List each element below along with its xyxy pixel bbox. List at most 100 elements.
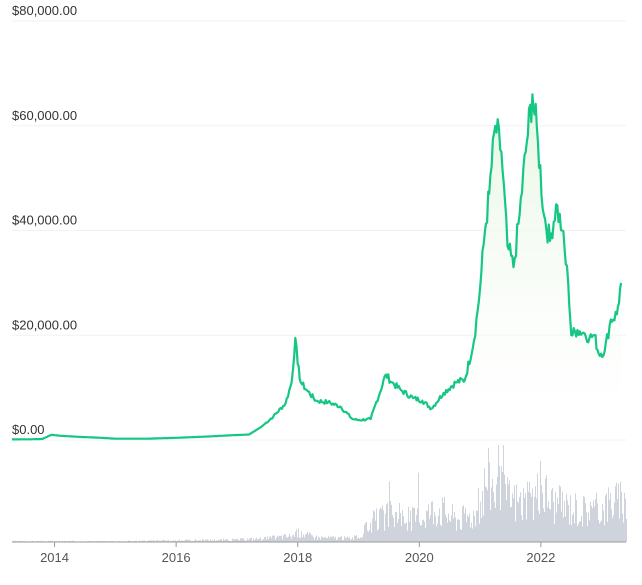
volume-bar bbox=[316, 535, 317, 542]
volume-bar bbox=[282, 539, 283, 542]
volume-bar bbox=[506, 500, 507, 542]
volume-bar bbox=[443, 502, 444, 542]
volume-bar bbox=[560, 486, 561, 542]
volume-bar bbox=[328, 535, 329, 542]
volume-bar bbox=[355, 536, 356, 542]
volume-bar bbox=[187, 539, 188, 542]
volume-bar bbox=[425, 528, 426, 542]
volume-bar bbox=[199, 540, 200, 542]
volume-bar bbox=[237, 539, 238, 542]
volume-bar bbox=[342, 540, 343, 542]
volume-bar bbox=[516, 484, 517, 542]
volume-bar bbox=[396, 511, 397, 542]
volume-bar bbox=[411, 530, 412, 542]
price-line bbox=[12, 93, 623, 441]
volume-bar bbox=[302, 537, 303, 542]
volume-bar bbox=[196, 540, 197, 542]
volume-bar bbox=[442, 497, 443, 542]
volume-bar bbox=[13, 540, 14, 542]
volume-bar bbox=[244, 540, 245, 542]
volume-bar bbox=[493, 492, 494, 542]
volume-bar bbox=[184, 540, 185, 542]
volume-bar bbox=[173, 540, 174, 542]
volume-bar bbox=[170, 540, 171, 542]
volume-bar bbox=[547, 507, 548, 542]
volume-bar bbox=[62, 540, 63, 542]
volume-bar bbox=[617, 499, 618, 542]
y-tick-label: $40,000.00 bbox=[12, 213, 77, 228]
volume-bar bbox=[488, 447, 489, 542]
volume-bar bbox=[357, 538, 358, 542]
volume-bar bbox=[431, 501, 432, 542]
volume-bar bbox=[375, 520, 376, 542]
volume-bar bbox=[205, 539, 206, 542]
volume-bar bbox=[193, 540, 194, 542]
y-axis: $80,000.00 $60,000.00 $40,000.00 $20,000.00… bbox=[12, 3, 77, 437]
volume-bar bbox=[295, 531, 296, 542]
volume-bar bbox=[280, 535, 281, 542]
volume-bar bbox=[367, 530, 368, 542]
volume-bar bbox=[324, 537, 325, 542]
volume-bar bbox=[579, 521, 580, 542]
volume-bar bbox=[399, 502, 400, 542]
volume-bar bbox=[261, 540, 262, 542]
volume-bar bbox=[491, 487, 492, 542]
volume-bar bbox=[468, 516, 469, 542]
volume-bar bbox=[437, 523, 438, 542]
volume-bar bbox=[551, 490, 552, 542]
volume-bar bbox=[304, 537, 305, 542]
volume-bar bbox=[162, 540, 163, 542]
volume-bar bbox=[432, 501, 433, 542]
volume-bar bbox=[286, 537, 287, 542]
volume-bar bbox=[341, 535, 342, 542]
volume-bar bbox=[397, 522, 398, 542]
volume-bar bbox=[220, 539, 221, 542]
volume-bar bbox=[245, 540, 246, 542]
volume-bar bbox=[216, 540, 217, 542]
volume-bar bbox=[189, 539, 190, 542]
volume-bar bbox=[314, 539, 315, 542]
volume-bar bbox=[496, 484, 497, 542]
volume-bar bbox=[15, 540, 16, 542]
volume-bar bbox=[512, 493, 513, 542]
volume-bar bbox=[354, 535, 355, 542]
volume-bar bbox=[423, 519, 424, 542]
volume-bar bbox=[406, 522, 407, 542]
volume-bar bbox=[489, 462, 490, 542]
volume-bar bbox=[300, 537, 301, 542]
volume-bar bbox=[467, 515, 468, 542]
volume-bar bbox=[150, 540, 151, 542]
volume-bar bbox=[511, 506, 512, 542]
volume-bar bbox=[540, 460, 541, 542]
volume-bar bbox=[358, 537, 359, 542]
volume-bar bbox=[407, 530, 408, 542]
volume-bar bbox=[225, 539, 226, 542]
volume-bar bbox=[43, 540, 44, 542]
volume-bar bbox=[578, 523, 579, 542]
volume-bar bbox=[321, 536, 322, 542]
volume-bar bbox=[538, 510, 539, 542]
volume-bar bbox=[445, 515, 446, 542]
volume-bar bbox=[149, 540, 150, 542]
volume-bar bbox=[555, 491, 556, 542]
volume-bar bbox=[387, 502, 388, 542]
volume-bar bbox=[166, 540, 167, 542]
volume-bar bbox=[580, 520, 581, 542]
volume-bar bbox=[620, 481, 621, 542]
volume-bar bbox=[180, 540, 181, 542]
volume-bar bbox=[50, 540, 51, 542]
volume-bar bbox=[335, 536, 336, 542]
volume-bar bbox=[337, 538, 338, 542]
volume-bar bbox=[564, 500, 565, 542]
volume-bar bbox=[529, 481, 530, 542]
volume-bar bbox=[273, 535, 274, 542]
volume-bar bbox=[541, 485, 542, 542]
volume-bar bbox=[485, 486, 486, 542]
volume-bar bbox=[17, 540, 18, 542]
volume-bar bbox=[526, 519, 527, 542]
volume-bar bbox=[545, 478, 546, 542]
volume-bar bbox=[373, 510, 374, 542]
volume-bar bbox=[136, 540, 137, 542]
volume-bar bbox=[281, 535, 282, 542]
volume-bar bbox=[157, 540, 158, 542]
